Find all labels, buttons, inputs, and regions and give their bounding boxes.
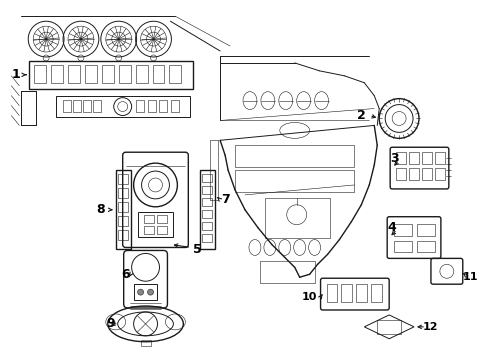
Bar [200, 170, 215, 249]
Bar [73, 100, 81, 112]
Text: 3: 3 [389, 152, 398, 165]
Bar [102, 65, 114, 83]
Bar [202, 234, 212, 242]
Circle shape [147, 289, 153, 295]
Bar [421, 152, 431, 164]
Bar [141, 340, 150, 346]
Text: 6: 6 [121, 268, 130, 281]
Bar [85, 65, 97, 83]
Bar [235, 145, 354, 167]
Bar [408, 168, 418, 180]
Bar [118, 216, 127, 226]
Bar [29, 61, 193, 89]
Bar [118, 230, 127, 239]
Bar [416, 224, 434, 235]
Bar [370, 284, 382, 302]
Bar [393, 224, 411, 235]
Bar [56, 96, 190, 117]
Text: 12: 12 [422, 322, 438, 332]
Bar [133, 284, 157, 300]
Bar [118, 174, 127, 184]
Bar [116, 170, 130, 249]
Bar [408, 152, 418, 164]
Circle shape [137, 289, 143, 295]
Bar [135, 100, 143, 112]
Bar [63, 100, 71, 112]
Bar [152, 65, 164, 83]
Bar [395, 168, 405, 180]
Text: 10: 10 [301, 292, 317, 302]
Bar [118, 202, 127, 212]
Text: 9: 9 [106, 318, 115, 330]
Bar [416, 240, 434, 252]
Bar [202, 186, 212, 194]
Bar [147, 100, 155, 112]
Bar [393, 240, 411, 252]
Bar [356, 284, 366, 302]
Bar [260, 261, 314, 283]
Text: 7: 7 [220, 193, 229, 206]
Bar [171, 100, 179, 112]
Text: 11: 11 [462, 272, 477, 282]
Bar [326, 284, 337, 302]
Bar [341, 284, 352, 302]
Bar [51, 65, 63, 83]
Bar [143, 226, 153, 234]
Bar [202, 198, 212, 206]
Bar [68, 65, 80, 83]
Bar [202, 210, 212, 218]
Bar [202, 174, 212, 182]
Bar [421, 168, 431, 180]
Bar [83, 100, 91, 112]
Bar [434, 168, 444, 180]
Bar [135, 65, 147, 83]
Bar [202, 222, 212, 230]
Bar [93, 100, 101, 112]
Bar [157, 226, 167, 234]
Text: 5: 5 [192, 243, 201, 256]
Bar [137, 212, 173, 237]
Text: 1: 1 [12, 68, 20, 81]
Bar [434, 152, 444, 164]
Bar [143, 215, 153, 223]
Bar [264, 198, 329, 238]
Bar [119, 65, 130, 83]
Bar [34, 65, 46, 83]
Bar [235, 170, 354, 192]
Bar [169, 65, 181, 83]
Text: 2: 2 [356, 109, 365, 122]
Bar [395, 152, 405, 164]
Bar [157, 215, 167, 223]
Text: 8: 8 [96, 203, 105, 216]
Bar [159, 100, 167, 112]
Text: 4: 4 [387, 221, 396, 234]
Bar [376, 320, 400, 334]
Bar [118, 188, 127, 198]
